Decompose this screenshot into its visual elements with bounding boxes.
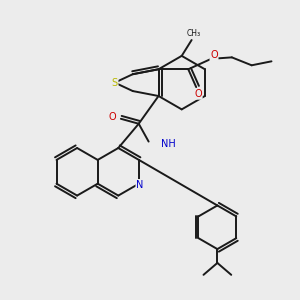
Text: O: O [210,50,218,60]
Text: O: O [108,112,116,122]
Text: CH₃: CH₃ [187,28,201,38]
Text: O: O [194,89,202,99]
Text: NH: NH [160,139,175,148]
Text: N: N [136,180,144,190]
Text: S: S [112,78,118,88]
